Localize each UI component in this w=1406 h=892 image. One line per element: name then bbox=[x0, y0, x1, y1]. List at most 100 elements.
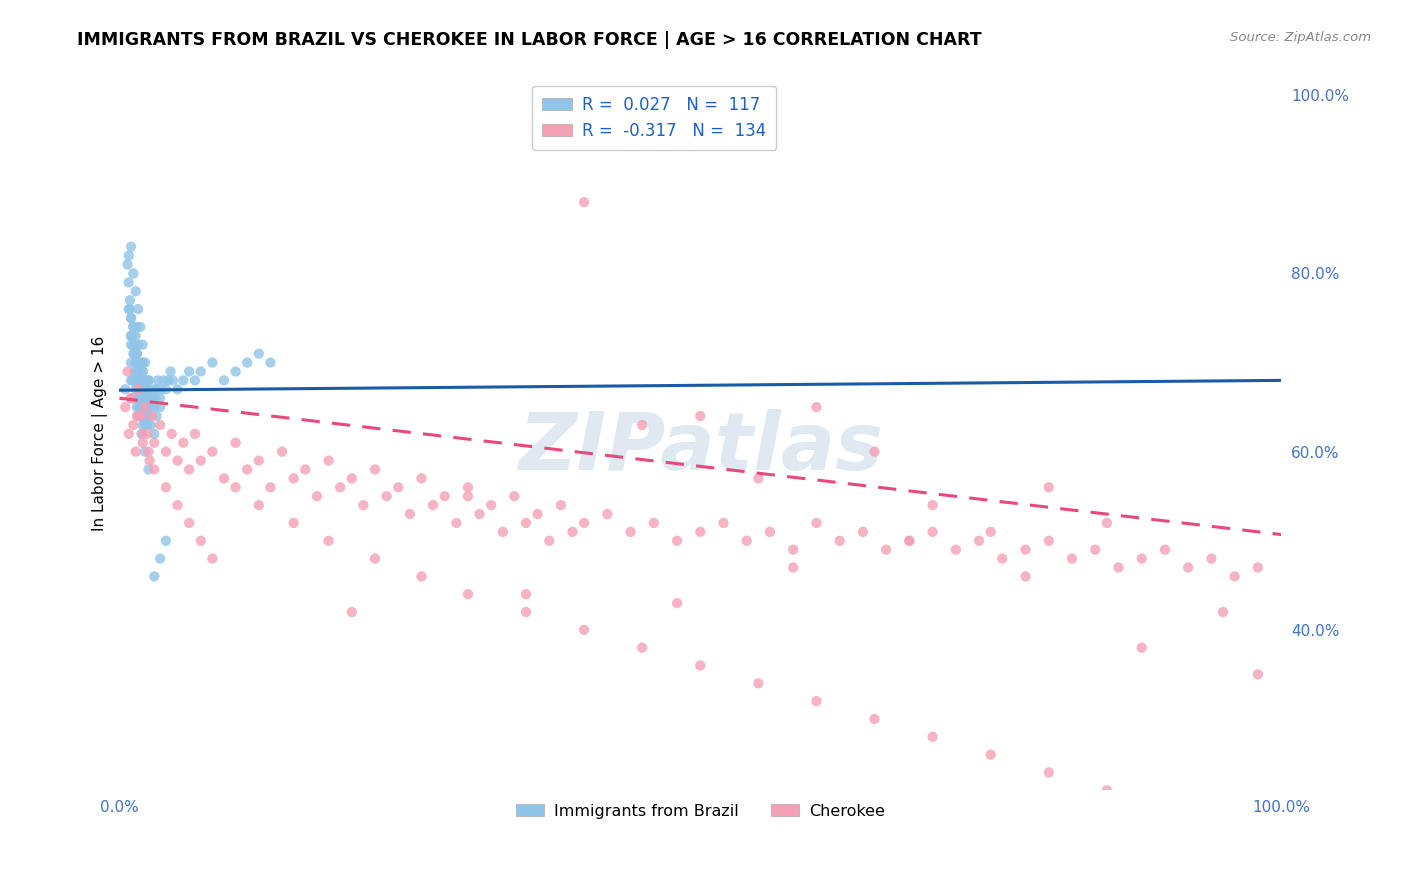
Point bbox=[145, 409, 167, 423]
Point bbox=[190, 364, 212, 378]
Point bbox=[138, 400, 160, 414]
Point bbox=[162, 373, 184, 387]
Point bbox=[283, 516, 305, 530]
Point bbox=[155, 382, 177, 396]
Point bbox=[631, 417, 654, 432]
Point bbox=[596, 507, 619, 521]
Point bbox=[155, 444, 177, 458]
Point bbox=[375, 489, 398, 503]
Point bbox=[120, 391, 142, 405]
Point bbox=[212, 471, 235, 485]
Point bbox=[143, 462, 166, 476]
Point bbox=[898, 533, 921, 548]
Point bbox=[121, 373, 143, 387]
Point bbox=[125, 355, 148, 369]
Point bbox=[125, 382, 148, 396]
Point bbox=[179, 516, 201, 530]
Point bbox=[619, 524, 641, 539]
Point bbox=[225, 435, 247, 450]
Point bbox=[166, 498, 188, 512]
Point bbox=[352, 498, 374, 512]
Point bbox=[124, 364, 146, 378]
Point bbox=[329, 480, 352, 494]
Point bbox=[411, 471, 433, 485]
Point bbox=[666, 596, 689, 610]
Point bbox=[422, 498, 444, 512]
Point bbox=[166, 382, 188, 396]
Point bbox=[283, 471, 305, 485]
Point bbox=[572, 195, 595, 210]
Point bbox=[129, 382, 152, 396]
Point bbox=[143, 569, 166, 583]
Point bbox=[806, 400, 828, 414]
Point bbox=[172, 373, 194, 387]
Point bbox=[201, 355, 224, 369]
Point bbox=[122, 337, 145, 351]
Point bbox=[118, 276, 141, 290]
Point bbox=[131, 364, 153, 378]
Point bbox=[492, 524, 515, 539]
Point bbox=[135, 409, 157, 423]
Point bbox=[782, 542, 804, 557]
Point bbox=[387, 480, 409, 494]
Point bbox=[991, 551, 1014, 566]
Point bbox=[433, 489, 456, 503]
Point bbox=[898, 533, 921, 548]
Point bbox=[561, 524, 583, 539]
Point bbox=[122, 267, 145, 281]
Point bbox=[875, 542, 897, 557]
Point bbox=[150, 382, 173, 396]
Point bbox=[138, 453, 160, 467]
Point bbox=[134, 400, 156, 414]
Point bbox=[145, 391, 167, 405]
Point bbox=[149, 551, 172, 566]
Point bbox=[689, 524, 711, 539]
Point bbox=[457, 489, 479, 503]
Point bbox=[118, 293, 141, 308]
Point bbox=[135, 400, 157, 414]
Point bbox=[122, 346, 145, 360]
Point bbox=[131, 364, 153, 378]
Point bbox=[138, 382, 160, 396]
Point bbox=[145, 382, 167, 396]
Point bbox=[1014, 542, 1036, 557]
Point bbox=[247, 346, 270, 360]
Point bbox=[125, 364, 148, 378]
Point bbox=[120, 240, 142, 254]
Point bbox=[129, 373, 152, 387]
Text: Source: ZipAtlas.com: Source: ZipAtlas.com bbox=[1230, 31, 1371, 45]
Point bbox=[136, 391, 159, 405]
Point bbox=[135, 382, 157, 396]
Point bbox=[131, 391, 153, 405]
Point bbox=[134, 355, 156, 369]
Point bbox=[136, 426, 159, 441]
Point bbox=[120, 355, 142, 369]
Point bbox=[128, 373, 150, 387]
Point bbox=[121, 328, 143, 343]
Point bbox=[127, 391, 149, 405]
Point bbox=[921, 730, 943, 744]
Point bbox=[127, 382, 149, 396]
Point bbox=[127, 337, 149, 351]
Point bbox=[1177, 560, 1199, 574]
Point bbox=[457, 587, 479, 601]
Point bbox=[446, 516, 468, 530]
Point bbox=[129, 409, 152, 423]
Point bbox=[468, 507, 491, 521]
Point bbox=[155, 480, 177, 494]
Point bbox=[125, 409, 148, 423]
Point bbox=[572, 623, 595, 637]
Point bbox=[128, 373, 150, 387]
Point bbox=[980, 747, 1002, 762]
Point bbox=[806, 516, 828, 530]
Point bbox=[190, 533, 212, 548]
Point bbox=[1154, 801, 1177, 815]
Point bbox=[143, 400, 166, 414]
Point bbox=[184, 426, 207, 441]
Point bbox=[980, 524, 1002, 539]
Legend: Immigrants from Brazil, Cherokee: Immigrants from Brazil, Cherokee bbox=[509, 797, 891, 825]
Point bbox=[1038, 765, 1060, 780]
Point bbox=[236, 462, 259, 476]
Y-axis label: In Labor Force | Age > 16: In Labor Force | Age > 16 bbox=[93, 336, 108, 532]
Point bbox=[120, 311, 142, 326]
